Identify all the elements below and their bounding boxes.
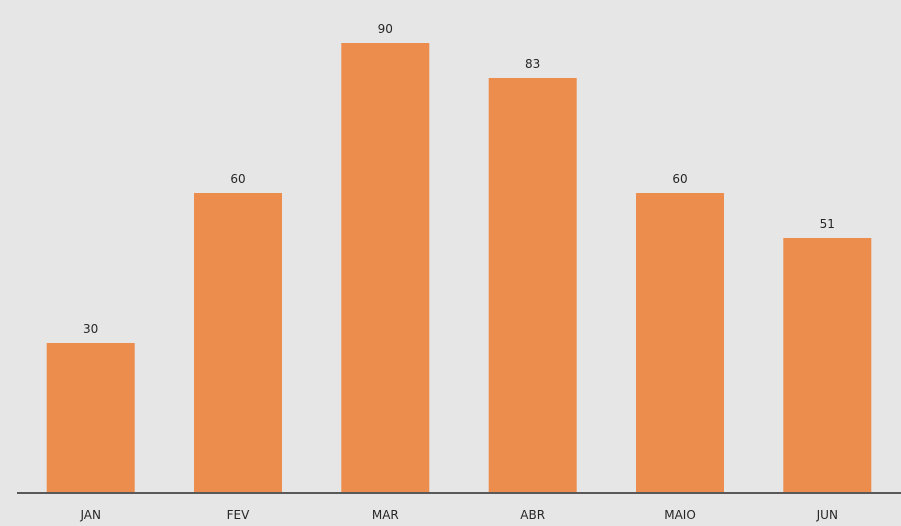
x-tick-label-abr: ABR bbox=[520, 508, 545, 522]
data-label-mar: 90 bbox=[378, 22, 393, 36]
x-tick-label-fev: FEV bbox=[227, 508, 250, 522]
data-labels-layer: 30 60 90 83 60 51 bbox=[83, 22, 835, 336]
data-label-jan: 30 bbox=[83, 322, 98, 336]
data-label-maio: 60 bbox=[672, 172, 687, 186]
x-tick-label-maio: MAIO bbox=[664, 508, 696, 522]
bar-maio bbox=[636, 193, 724, 493]
data-label-jun: 51 bbox=[820, 217, 835, 231]
bar-jun bbox=[783, 238, 872, 493]
bar-jan bbox=[46, 343, 135, 493]
bar-fev bbox=[194, 193, 282, 493]
bars-layer bbox=[46, 43, 872, 493]
x-tick-label-jan: JAN bbox=[79, 508, 101, 522]
bar-mar bbox=[341, 43, 430, 493]
x-tick-labels-layer: JAN FEV MAR ABR MAIO JUN bbox=[79, 508, 838, 522]
data-label-fev: 60 bbox=[230, 172, 245, 186]
x-tick-label-mar: MAR bbox=[372, 508, 399, 522]
data-label-abr: 83 bbox=[525, 57, 540, 71]
bar-abr bbox=[488, 78, 577, 493]
x-tick-label-jun: JUN bbox=[816, 508, 838, 522]
